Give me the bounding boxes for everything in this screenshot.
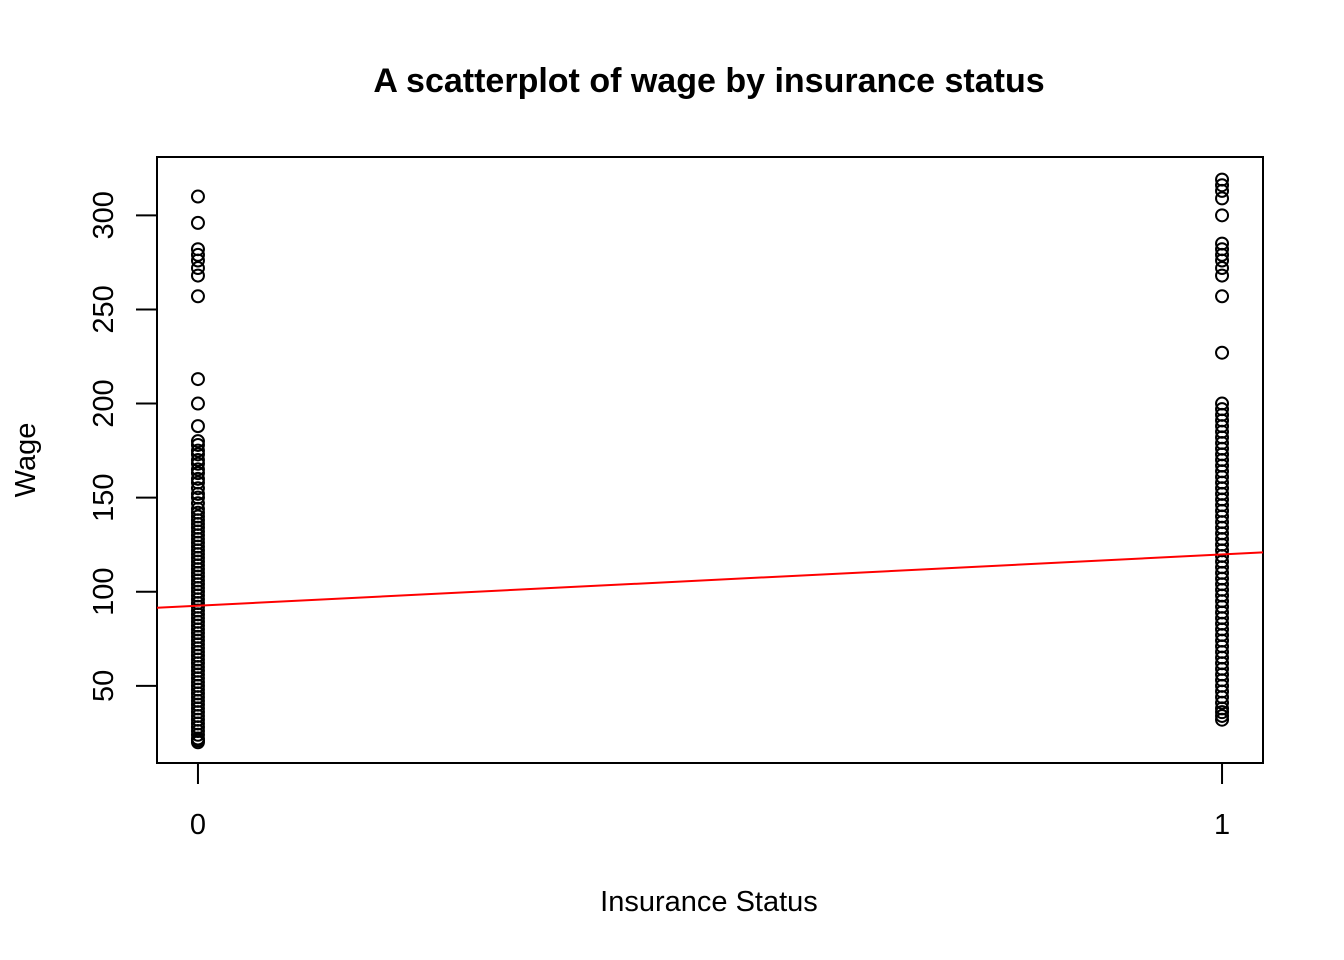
x-tick-label: 1 <box>1214 809 1230 841</box>
data-point <box>1215 402 1230 417</box>
data-point <box>1215 236 1230 251</box>
data-point <box>190 242 205 257</box>
data-point <box>190 456 205 471</box>
data-point <box>190 419 205 434</box>
data-point <box>190 505 205 520</box>
data-point <box>1215 191 1230 206</box>
y-axis-label: Wage <box>10 423 42 498</box>
data-point <box>190 475 205 490</box>
data-point <box>1215 708 1230 723</box>
data-point <box>190 247 205 262</box>
data-point <box>190 437 205 452</box>
data-point <box>190 509 205 524</box>
y-tick-label: 250 <box>88 285 120 333</box>
data-point <box>1215 396 1230 411</box>
fit-line <box>156 551 1264 609</box>
y-tick-label: 300 <box>88 191 120 239</box>
y-tick-label: 150 <box>88 473 120 521</box>
y-tick-label: 200 <box>88 379 120 427</box>
data-point <box>1215 268 1230 283</box>
x-tick-label: 0 <box>190 809 206 841</box>
data-point <box>190 481 205 496</box>
data-point <box>190 215 205 230</box>
x-axis-label: Insurance Status <box>600 886 818 918</box>
data-point <box>1215 208 1230 223</box>
chart-title: A scatterplot of wage by insurance statu… <box>373 62 1044 100</box>
points-layer <box>190 172 1230 750</box>
data-point <box>1215 242 1230 257</box>
data-point <box>190 268 205 283</box>
data-point <box>190 471 205 486</box>
data-point <box>190 496 205 511</box>
data-point <box>190 453 205 467</box>
data-point <box>190 189 205 204</box>
data-point <box>190 434 205 449</box>
data-point <box>190 396 205 411</box>
data-point <box>1215 261 1230 276</box>
data-point <box>1215 705 1230 720</box>
data-point <box>1215 172 1230 187</box>
data-point <box>190 490 205 505</box>
data-point <box>190 289 205 304</box>
y-axis: 50 100 150 200 250 300 <box>88 191 157 702</box>
data-point <box>190 447 205 462</box>
data-point <box>190 443 205 458</box>
y-tick-label: 50 <box>88 670 120 702</box>
data-point <box>1215 178 1230 193</box>
data-point <box>190 261 205 276</box>
data-point <box>190 462 205 477</box>
data-point <box>190 372 205 387</box>
plot-frame <box>156 156 1264 764</box>
data-point <box>1215 289 1230 304</box>
data-point <box>1215 345 1230 360</box>
data-point <box>190 466 205 481</box>
y-tick-label: 100 <box>88 568 120 616</box>
